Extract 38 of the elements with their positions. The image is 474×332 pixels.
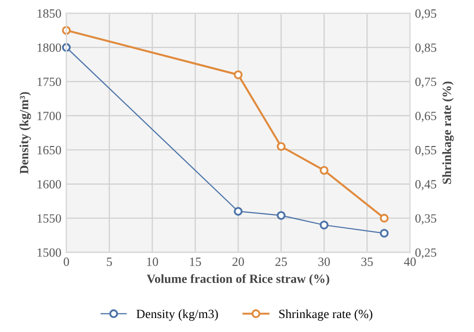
y-tick-label: 1550 — [38, 214, 62, 223]
x-tick-label: 10 — [147, 258, 158, 266]
y2-tick-label: 0,35 — [415, 214, 436, 224]
x-tick-label: 40 — [404, 258, 416, 266]
point — [320, 166, 328, 175]
x-tick-label: 30 — [318, 258, 330, 266]
y2-axis-title: Shrinkage rate (%) — [442, 82, 454, 184]
y-tick-label: 1800 — [38, 43, 62, 52]
x-tick-label: 20 — [232, 258, 244, 266]
point — [276, 142, 286, 151]
y2-tick-label: 0,55 — [415, 146, 436, 156]
y2-tick-label: 0,65 — [415, 112, 436, 122]
point — [380, 214, 389, 223]
y2-tick-label: 0,95 — [415, 9, 436, 20]
y2-tick-label: 0,45 — [415, 180, 436, 190]
x-tick-label: 0 — [64, 258, 70, 266]
x-tick-label: 15 — [190, 258, 201, 266]
y2-tick-label: 0,75 — [415, 78, 436, 88]
point — [320, 220, 328, 230]
y-tick-label: 1850 — [38, 9, 62, 18]
y-tick-label: 1750 — [38, 78, 62, 86]
y2-tick-label: 0,25 — [415, 248, 436, 259]
x-tick-label: 5 — [106, 258, 112, 266]
x-axis-title: Volume fraction of Rice straw (%) — [146, 274, 330, 286]
point — [234, 206, 243, 216]
x-tick-label: 25 — [275, 258, 287, 266]
point — [276, 211, 286, 220]
point — [380, 228, 389, 238]
y-tick-label: 1600 — [38, 180, 62, 188]
y-tick-label: 1700 — [38, 112, 62, 120]
y-axis-title: Density (kg/m³) — [20, 92, 31, 174]
y2-tick-label: 0,85 — [415, 43, 436, 54]
point — [234, 70, 243, 80]
legend-label: Shrinkage rate (%) — [279, 309, 372, 321]
x-tick-label: 35 — [361, 258, 373, 266]
y-tick-label: 1650 — [38, 146, 62, 154]
legend-label: Density (kg/m3) — [136, 309, 218, 321]
y-tick-label: 1500 — [38, 248, 62, 257]
